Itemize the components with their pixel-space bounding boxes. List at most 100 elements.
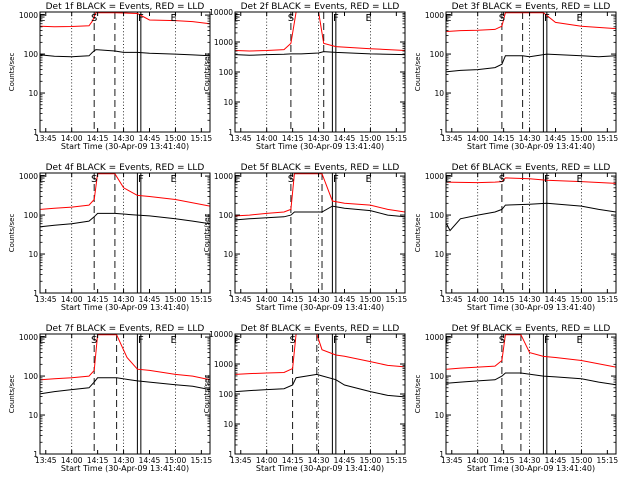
panel-title: Det 1f BLACK = Events, RED = LLD (46, 2, 205, 12)
y-tick-label: 10 (434, 89, 444, 98)
y-tick-label: 1000 (19, 11, 38, 20)
interval-marker: S (289, 335, 295, 346)
x-tick-label: 14:00 (256, 134, 278, 143)
y-tick-label: 10000 (209, 330, 233, 339)
x-tick-label: 15:00 (360, 295, 382, 304)
series-lld-line (446, 177, 616, 184)
series-events-line (40, 49, 210, 58)
x-tick-label: 13:45 (441, 295, 463, 304)
x-tick-label: 14:30 (519, 456, 541, 465)
x-tick-label: 13:45 (35, 456, 57, 465)
interval-marker: F (544, 13, 550, 24)
y-tick-label: 1000 (425, 333, 444, 342)
panel-title: Det 7f BLACK = Events, RED = LLD (46, 324, 205, 334)
x-tick-label: 14:30 (308, 134, 330, 143)
x-tick-label: 13:45 (35, 134, 57, 143)
x-tick-label: 15:00 (165, 295, 187, 304)
y-tick-label: 100 (430, 372, 445, 381)
y-tick-label: 1000 (19, 172, 38, 181)
series-lld-line (235, 173, 405, 217)
interval-marker: S (499, 174, 505, 185)
panel-title: Det 9f BLACK = Events, RED = LLD (452, 324, 611, 334)
x-tick-label: 13:45 (35, 295, 57, 304)
x-axis-label: Start Time (30-Apr-09 13:41:40) (256, 303, 384, 312)
x-tick-label: 14:15 (87, 134, 109, 143)
x-tick-label: 14:00 (467, 295, 489, 304)
plot-frame (39, 172, 211, 294)
x-tick-label: 14:45 (139, 295, 161, 304)
x-tick-label: 14:00 (256, 295, 278, 304)
x-tick-label: 14:45 (334, 456, 356, 465)
x-tick-label: 15:00 (165, 456, 187, 465)
series-events-line (235, 205, 405, 221)
y-axis-label: Counts/sec (8, 214, 16, 253)
plot-frame (234, 11, 406, 133)
interval-marker: E (171, 174, 177, 185)
y-tick-label: 100 (430, 211, 445, 220)
interval-marker: F (333, 335, 339, 346)
y-axis-label: Counts/sec (8, 375, 16, 414)
y-tick-label: 1 (33, 289, 38, 298)
x-tick-label: 15:15 (386, 134, 408, 143)
x-tick-label: 15:00 (360, 134, 382, 143)
interval-marker: E (171, 335, 177, 346)
y-axis-label: Counts/sec (414, 375, 422, 414)
series-events-line (446, 372, 616, 386)
y-tick-label: 10 (434, 250, 444, 259)
x-tick-label: 14:45 (139, 134, 161, 143)
x-tick-label: 14:00 (467, 134, 489, 143)
x-tick-label: 15:00 (571, 134, 593, 143)
y-tick-label: 1 (228, 289, 233, 298)
interval-marker: F (138, 335, 144, 346)
x-tick-label: 15:00 (571, 295, 593, 304)
x-tick-label: 13:45 (441, 134, 463, 143)
x-tick-label: 13:45 (230, 134, 252, 143)
series-lld-line (235, 12, 405, 52)
x-tick-label: 14:45 (545, 456, 567, 465)
y-tick-label: 10 (28, 89, 38, 98)
x-tick-label: 14:30 (308, 295, 330, 304)
interval-marker: S (91, 335, 97, 346)
x-axis-label: Start Time (30-Apr-09 13:41:40) (256, 142, 384, 151)
y-tick-label: 100 (219, 390, 234, 399)
y-tick-label: 1 (228, 450, 233, 459)
panel-title: Det 6f BLACK = Events, RED = LLD (452, 163, 611, 173)
x-axis-label: Start Time (30-Apr-09 13:41:40) (61, 464, 189, 473)
y-axis-label: Counts/sec (203, 375, 211, 414)
x-tick-label: 13:45 (441, 456, 463, 465)
x-axis-label: Start Time (30-Apr-09 13:41:40) (467, 303, 595, 312)
x-tick-label: 14:15 (87, 456, 109, 465)
y-tick-label: 1000 (214, 360, 233, 369)
y-tick-label: 10 (223, 420, 233, 429)
x-tick-label: 15:15 (386, 295, 408, 304)
y-tick-label: 10 (223, 98, 233, 107)
interval-marker: E (366, 174, 372, 185)
plot-frame (445, 11, 617, 133)
x-tick-label: 15:00 (571, 456, 593, 465)
interval-marker: S (288, 13, 294, 24)
y-tick-label: 1000 (425, 172, 444, 181)
y-tick-label: 10 (223, 250, 233, 259)
interval-marker: E (171, 13, 177, 24)
interval-marker: S (91, 13, 97, 24)
series-lld-line (40, 173, 210, 210)
x-tick-label: 14:00 (467, 456, 489, 465)
plot-frame (39, 11, 211, 133)
y-axis-label: Counts/sec (414, 53, 422, 92)
x-tick-label: 13:45 (230, 295, 252, 304)
x-tick-label: 14:45 (545, 134, 567, 143)
x-tick-label: 14:15 (493, 295, 515, 304)
y-tick-label: 100 (219, 68, 234, 77)
y-tick-label: 1000 (425, 11, 444, 20)
x-axis-label: Start Time (30-Apr-09 13:41:40) (61, 142, 189, 151)
x-tick-label: 14:15 (282, 295, 304, 304)
plot-frame (445, 333, 617, 455)
panel-title: Det 2f BLACK = Events, RED = LLD (241, 2, 400, 12)
plot-frame (445, 172, 617, 294)
x-tick-label: 14:30 (308, 456, 330, 465)
panel-title: Det 8f BLACK = Events, RED = LLD (241, 324, 400, 334)
